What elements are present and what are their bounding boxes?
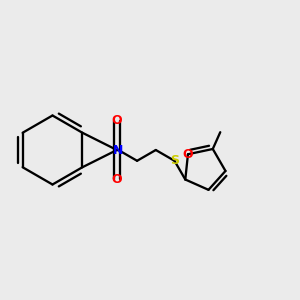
Text: N: N bbox=[113, 143, 124, 157]
Text: S: S bbox=[170, 154, 179, 167]
Text: O: O bbox=[112, 114, 122, 127]
Text: O: O bbox=[112, 173, 122, 186]
Text: O: O bbox=[183, 148, 193, 161]
